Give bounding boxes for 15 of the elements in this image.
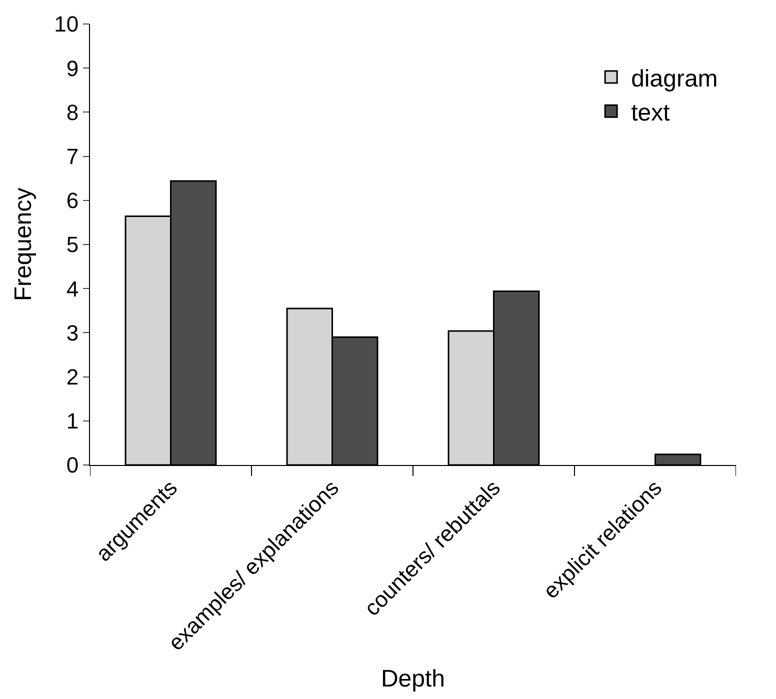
y-tick-label: 5 [66,232,79,258]
y-tick-label: 2 [66,364,79,390]
y-tick-label: 1 [66,408,79,434]
x-axis-title: Depth [380,666,446,693]
legend-label: text [631,100,670,127]
y-tick-label: 0 [66,452,79,478]
y-tick-label: 4 [66,276,79,302]
y-tick-label: 3 [66,320,79,346]
y-tick-label: 7 [66,144,79,169]
y-tick-label: 8 [66,100,79,125]
y-tick-label: 9 [66,56,79,81]
y-tick-label: 6 [66,188,79,214]
y-axis-title: Frequency [10,188,38,302]
y-tick-label: 10 [54,12,79,37]
legend-label: diagram [631,65,718,92]
